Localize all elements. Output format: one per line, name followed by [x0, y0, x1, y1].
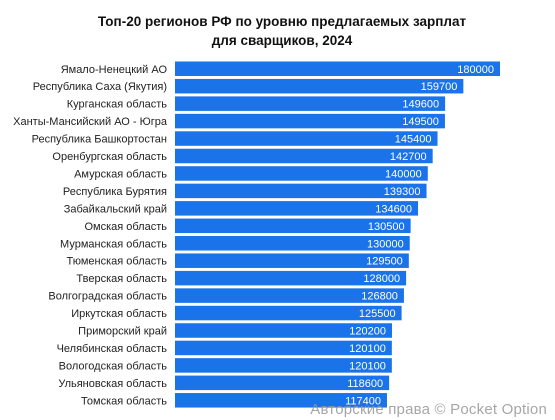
- category-label: Забайкальский край: [64, 203, 167, 215]
- value-label: 130500: [368, 221, 405, 233]
- category-label: Оренбургская область: [52, 151, 167, 163]
- value-label: 145400: [395, 134, 432, 146]
- bar: [175, 288, 404, 303]
- bar: [175, 358, 392, 373]
- category-labels: Ямало-Ненецкий АО Республика Саха (Якутия…: [13, 64, 168, 408]
- category-label: Мурманская область: [60, 238, 167, 250]
- category-label: Амурская область: [74, 168, 167, 180]
- category-label: Вологодская область: [59, 360, 168, 372]
- category-label: Республика Башкортостан: [32, 134, 167, 146]
- bars: [175, 61, 500, 408]
- value-label: 120200: [349, 326, 386, 338]
- bar: [175, 183, 427, 199]
- title-line-1: Топ-20 регионов РФ по уровню предлагаемы…: [98, 14, 467, 29]
- title-line-2: для сварщиков, 2024: [212, 33, 353, 48]
- value-labels: 180000 159700 149600 149500 145400 142700 1400…: [345, 64, 494, 408]
- category-label: Республика Саха (Якутия): [33, 81, 167, 93]
- bar: [175, 393, 387, 408]
- category-label: Республика Бурятия: [63, 186, 167, 198]
- value-label: 126800: [361, 291, 398, 303]
- bar: [175, 78, 464, 94]
- bar: [175, 305, 402, 321]
- value-label: 118600: [347, 378, 383, 390]
- value-label: 117400: [345, 395, 381, 407]
- value-label: 128000: [363, 273, 400, 285]
- category-label: Волгоградская область: [48, 291, 167, 303]
- value-label: 134600: [375, 203, 412, 215]
- value-label: 149500: [402, 116, 439, 128]
- bar: [175, 148, 433, 164]
- bar: [175, 166, 428, 181]
- category-label: Иркутская область: [71, 308, 167, 320]
- category-label: Ханты-Мансийский АО - Югра: [13, 116, 168, 128]
- category-label: Челябинская область: [57, 343, 168, 355]
- category-label: Омская область: [84, 221, 167, 233]
- category-label: Тюменская область: [66, 256, 167, 268]
- value-label: 142700: [390, 151, 427, 163]
- chart-title: Топ-20 регионов РФ по уровню предлагаемы…: [98, 14, 467, 48]
- value-label: 120100: [349, 360, 386, 372]
- value-label: 130000: [367, 238, 404, 250]
- category-label: Ульяновская область: [58, 378, 167, 390]
- bar: [175, 96, 446, 111]
- category-label: Курганская область: [67, 99, 168, 111]
- value-label: 125500: [359, 308, 396, 320]
- value-label: 129500: [366, 256, 403, 268]
- bar: [175, 61, 500, 76]
- value-label: 139300: [384, 186, 421, 198]
- value-label: 159700: [421, 81, 458, 93]
- category-label: Приморский край: [78, 326, 167, 338]
- value-label: 140000: [385, 168, 422, 180]
- value-label: 180000: [457, 64, 494, 76]
- bar: [175, 323, 393, 338]
- bar: [175, 375, 390, 391]
- bar: [175, 218, 411, 234]
- bar: [175, 201, 419, 216]
- value-label: 120100: [349, 343, 386, 355]
- bar: [175, 270, 407, 286]
- bar: [175, 340, 392, 356]
- category-label: Ямало-Ненецкий АО: [61, 64, 168, 76]
- category-label: Тверская область: [76, 273, 167, 285]
- watermark: Авторские права © Pocket Option: [310, 401, 547, 418]
- bar: [175, 253, 409, 268]
- bar: [175, 113, 445, 129]
- bar: [175, 236, 410, 251]
- bar: [175, 131, 438, 146]
- category-label: Томская область: [81, 395, 167, 407]
- value-label: 149600: [402, 99, 439, 111]
